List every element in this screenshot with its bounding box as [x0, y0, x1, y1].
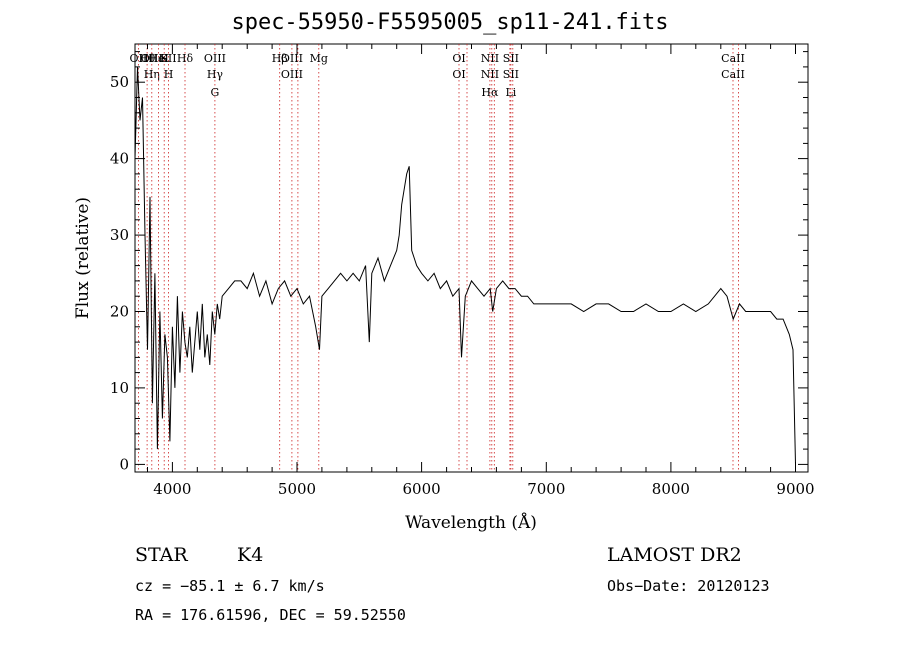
spectral-line-label: Hα	[481, 86, 499, 99]
x-tick-label: 9000	[776, 480, 814, 498]
spectral-line-label: Hδ	[177, 52, 194, 65]
y-axis-label: Flux (relative)	[73, 197, 93, 319]
spectral-line-label: OI	[452, 52, 465, 65]
x-tick-label: 7000	[527, 480, 565, 498]
x-axis-label: Wavelength (Å)	[405, 512, 537, 533]
y-tick-label: 0	[119, 455, 129, 473]
redshift-text: cz = −85.1 ± 6.7 km/s	[135, 577, 325, 595]
spectral-line-label: K	[160, 52, 169, 65]
spectral-line-label: H	[164, 68, 174, 81]
spectral-line-label: SII	[503, 52, 519, 65]
object-subclass: K4	[237, 544, 264, 566]
y-tick-label: 20	[110, 303, 129, 321]
object-class: STAR	[135, 544, 188, 566]
spectral-line-label: OIII	[204, 52, 226, 65]
spectral-line-label: Hβ	[272, 52, 288, 65]
spectral-line-label: OI	[452, 68, 465, 81]
x-tick-label: 6000	[403, 480, 441, 498]
spectral-line-label: Mg	[310, 52, 328, 65]
spectral-line-label: CaII	[721, 52, 745, 65]
obs-date-text: Obs−Date: 20120123	[607, 577, 770, 595]
spectral-line-label: OIII	[141, 52, 163, 65]
y-axis-ticks: 0 10 20 30 40 50	[110, 51, 808, 473]
spectral-line-label: Hθ	[139, 52, 156, 65]
spectral-line-label: NII	[481, 68, 499, 81]
x-tick-label: 4000	[153, 480, 191, 498]
y-tick-label: 50	[110, 73, 129, 91]
x-tick-label: 5000	[278, 480, 316, 498]
plot-frame	[134, 43, 809, 473]
x-axis-ticks: 4000 5000 6000 7000 8000 9000	[147, 44, 815, 498]
spectral-line-label: Hη	[144, 68, 160, 81]
y-tick-label: 10	[110, 379, 129, 397]
spectral-line-label: NII	[481, 52, 499, 65]
spectral-line-label: Li	[505, 86, 516, 99]
y-tick-label: 30	[110, 226, 129, 244]
spectral-line-label: OIII	[281, 52, 303, 65]
spectral-line-label: SII	[160, 52, 176, 65]
survey-name: LAMOST DR2	[607, 544, 742, 566]
spectral-line-label: Hγ	[207, 68, 224, 81]
coordinates-text: RA = 176.61596, DEC = 59.52550	[135, 606, 406, 624]
spectral-line-label: G	[211, 86, 220, 99]
spectral-line-label: OII	[130, 52, 148, 65]
x-tick-label: 8000	[652, 480, 690, 498]
spectral-line-label: HeI	[148, 52, 168, 65]
spectral-line-label: SII	[503, 68, 519, 81]
spectral-line-label: OIII	[281, 68, 303, 81]
spectrum-series	[134, 66, 796, 465]
y-tick-label: 40	[110, 150, 129, 168]
spectral-line-label: CaII	[721, 68, 745, 81]
chart-title: spec-55950-F5595005_sp11-241.fits	[231, 10, 669, 35]
